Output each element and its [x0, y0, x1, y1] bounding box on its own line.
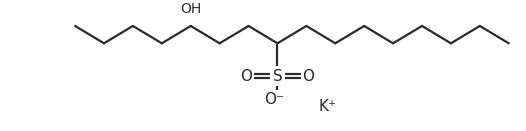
Text: K⁺: K⁺ [319, 99, 337, 114]
Text: O: O [240, 69, 252, 84]
Text: OH: OH [180, 2, 201, 16]
Text: O: O [302, 69, 315, 84]
Text: S: S [272, 69, 282, 84]
Text: O⁻: O⁻ [265, 92, 285, 107]
